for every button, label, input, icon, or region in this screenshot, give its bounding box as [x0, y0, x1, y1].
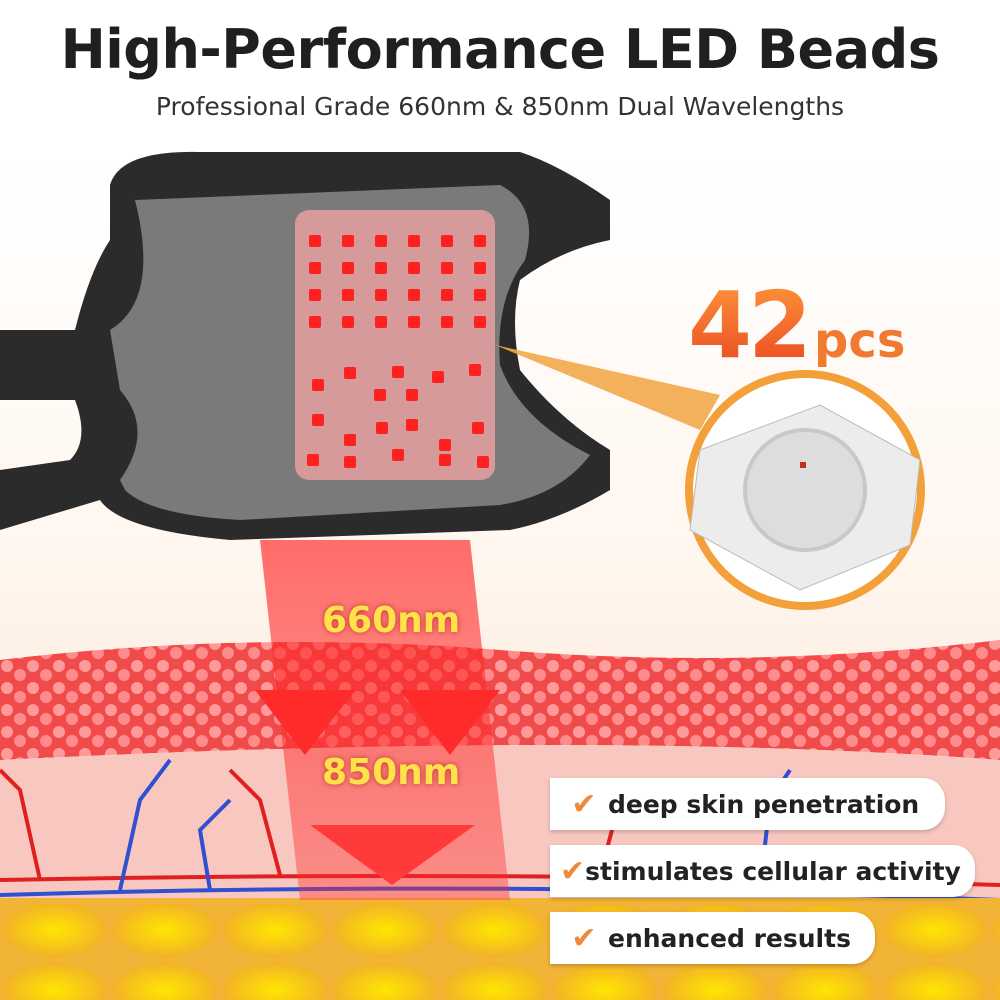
feature-badge: ✔ enhanced results: [550, 912, 875, 964]
led-bead: [309, 316, 321, 328]
led-bead: [441, 316, 453, 328]
page-subtitle: Professional Grade 660nm & 850nm Dual Wa…: [155, 92, 845, 121]
checkmark-icon: ✔: [571, 920, 597, 956]
led-bead: [344, 367, 356, 379]
led-bead: [392, 366, 404, 378]
wavelength-850: 850nm: [322, 752, 461, 793]
led-bead: [441, 262, 453, 274]
led-bead: [344, 434, 356, 446]
wavelength-660: 660nm: [322, 600, 461, 641]
led-die: [800, 462, 806, 468]
led-bead: [375, 235, 387, 247]
led-bead: [312, 379, 324, 391]
led-bead: [474, 235, 486, 247]
led-bead: [375, 316, 387, 328]
led-bead: [342, 235, 354, 247]
arrow-850-icon: [310, 825, 475, 885]
led-count-unit: pcs: [814, 313, 906, 369]
led-bead: [406, 389, 418, 401]
led-bead: [375, 289, 387, 301]
led-bead: [375, 262, 387, 274]
led-bead: [469, 364, 481, 376]
checkmark-icon: ✔: [560, 853, 586, 889]
led-bead: [472, 422, 484, 434]
led-bead: [477, 456, 489, 468]
feature-label: stimulates cellular activity: [585, 856, 961, 886]
led-bead: [342, 289, 354, 301]
led-bead: [376, 422, 388, 434]
led-chip-lens: [743, 428, 867, 552]
feature-label: deep skin penetration: [608, 789, 920, 819]
led-bead: [408, 316, 420, 328]
led-bead: [342, 316, 354, 328]
light-beam: [260, 540, 510, 900]
led-bead: [474, 289, 486, 301]
led-bead: [309, 289, 321, 301]
led-grid: [307, 235, 489, 468]
led-count-label: 42 pcs: [688, 272, 905, 379]
led-bead: [312, 414, 324, 426]
led-bead: [441, 289, 453, 301]
led-bead: [309, 235, 321, 247]
led-bead: [432, 371, 444, 383]
feature-label: enhanced results: [608, 923, 851, 953]
led-bead: [408, 235, 420, 247]
page-title: High-Performance LED Beads: [60, 18, 940, 81]
led-bead: [374, 389, 386, 401]
epidermis-layer: [0, 640, 1000, 760]
led-bead: [474, 316, 486, 328]
checkmark-icon: ✔: [571, 786, 597, 822]
arrow-660b-icon: [400, 690, 500, 755]
led-bead: [392, 449, 404, 461]
led-bead: [441, 235, 453, 247]
feature-badge: ✔ deep skin penetration: [550, 778, 945, 830]
arrow-660-icon: [255, 690, 355, 755]
led-bead: [439, 454, 451, 466]
led-bead: [408, 262, 420, 274]
callout-pointer: [495, 345, 720, 430]
led-bead: [439, 439, 451, 451]
led-bead: [408, 289, 420, 301]
led-bead: [307, 454, 319, 466]
led-panel: [295, 210, 495, 480]
led-bead: [406, 419, 418, 431]
led-bead: [342, 262, 354, 274]
led-count: 42: [688, 272, 812, 379]
led-bead: [344, 456, 356, 468]
led-bead: [309, 262, 321, 274]
led-bead: [474, 262, 486, 274]
feature-badge: ✔ stimulates cellular activity: [550, 845, 975, 897]
